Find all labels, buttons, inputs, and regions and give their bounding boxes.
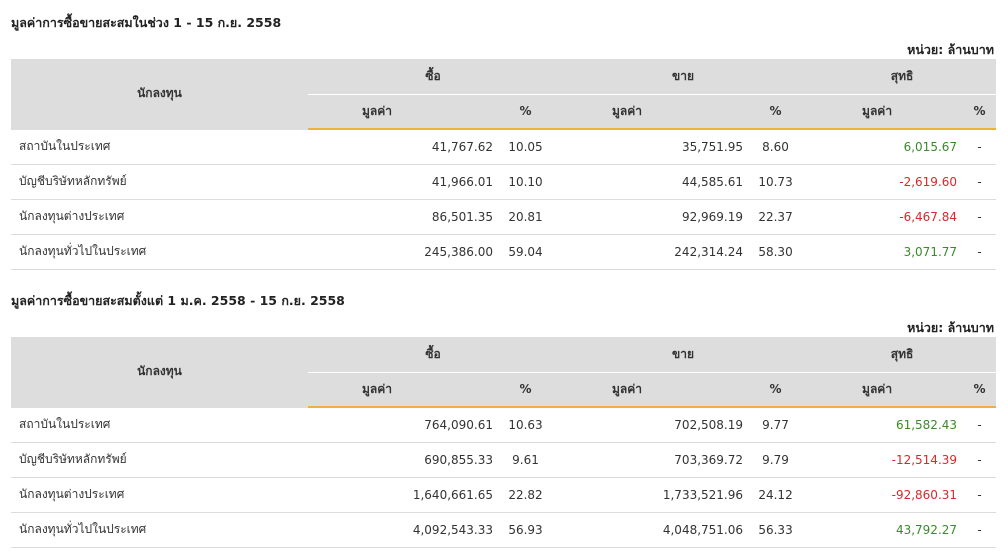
section-title: มูลค่าการซื้อขายสะสมตั้งแต่ 1 ม.ค. 2558 … [11, 293, 345, 308]
buy-header: ซื้อ [308, 59, 559, 95]
sell-percent: 22.37 [743, 199, 809, 235]
net-percent: - [963, 164, 997, 200]
sell-value: 35,751.95 [558, 129, 744, 165]
buy-value: 690,855.33 [308, 442, 493, 478]
net-percent: - [963, 512, 997, 548]
sell-value: 242,314.24 [558, 234, 744, 270]
buy-value: 245,386.00 [308, 234, 493, 270]
unit-label: หน่วย: ล้านบาท [907, 320, 994, 335]
buy-value: 86,501.35 [308, 199, 493, 235]
table-row: นักลงทุนทั่วไปในประเทศ 245,386.00 59.04 … [11, 234, 997, 270]
net-percent-header: % [963, 372, 997, 408]
sell-percent: 58.30 [743, 234, 809, 270]
sell-percent: 8.60 [743, 129, 809, 165]
buy-header: ซื้อ [308, 337, 559, 373]
sell-percent: 9.79 [743, 442, 809, 478]
net-value: 43,792.27 [808, 512, 964, 548]
net-value: 6,015.67 [808, 129, 964, 165]
net-header: สุทธิ [808, 59, 997, 95]
buy-value: 1,640,661.65 [308, 477, 493, 513]
table-row: นักลงทุนทั่วไปในประเทศ 4,092,543.33 56.9… [11, 512, 997, 548]
sell-value: 44,585.61 [558, 164, 744, 200]
buy-percent: 9.61 [493, 442, 559, 478]
sell-percent: 10.73 [743, 164, 809, 200]
net-value-header: มูลค่า [808, 372, 964, 408]
buy-value-header: มูลค่า [308, 372, 493, 408]
buy-percent-header: % [493, 94, 559, 130]
sell-percent: 9.77 [743, 407, 809, 443]
unit-label: หน่วย: ล้านบาท [907, 42, 994, 57]
buy-percent: 10.10 [493, 164, 559, 200]
net-percent: - [963, 199, 997, 235]
sell-value: 703,369.72 [558, 442, 744, 478]
sell-percent-header: % [743, 94, 809, 130]
investor-name: นักลงทุนทั่วไปในประเทศ [11, 234, 308, 270]
table-row: นักลงทุนต่างประเทศ 1,640,661.65 22.82 1,… [11, 477, 997, 513]
net-value: 61,582.43 [808, 407, 964, 443]
net-value: -2,619.60 [808, 164, 964, 200]
buy-value: 4,092,543.33 [308, 512, 493, 548]
sell-percent: 24.12 [743, 477, 809, 513]
net-value: -92,860.31 [808, 477, 964, 513]
table-row: บัญชีบริษัทหลักทรัพย์ 690,855.33 9.61 70… [11, 442, 997, 478]
net-header: สุทธิ [808, 337, 997, 373]
net-percent-header: % [963, 94, 997, 130]
sell-value-header: มูลค่า [558, 94, 744, 130]
investor-header: นักลงทุน [11, 337, 308, 408]
investor-name: สถาบันในประเทศ [11, 407, 308, 443]
buy-percent: 20.81 [493, 199, 559, 235]
net-percent: - [963, 442, 997, 478]
buy-value: 41,966.01 [308, 164, 493, 200]
table-row: บัญชีบริษัทหลักทรัพย์ 41,966.01 10.10 44… [11, 164, 997, 200]
investor-name: นักลงทุนต่างประเทศ [11, 199, 308, 235]
net-percent: - [963, 234, 997, 270]
investor-name: บัญชีบริษัทหลักทรัพย์ [11, 164, 308, 200]
sell-value: 702,508.19 [558, 407, 744, 443]
table-row: นักลงทุนต่างประเทศ 86,501.35 20.81 92,96… [11, 199, 997, 235]
buy-percent: 10.05 [493, 129, 559, 165]
buy-percent-header: % [493, 372, 559, 408]
net-percent: - [963, 129, 997, 165]
net-value: -12,514.39 [808, 442, 964, 478]
buy-percent: 56.93 [493, 512, 559, 548]
investor-name: นักลงทุนต่างประเทศ [11, 477, 308, 513]
net-value-header: มูลค่า [808, 94, 964, 130]
trading-table: นักลงทุน ซื้อ ขาย สุทธิ มูลค่า % มูลค่า … [11, 337, 997, 548]
investor-name: สถาบันในประเทศ [11, 129, 308, 165]
sell-percent-header: % [743, 372, 809, 408]
buy-percent: 59.04 [493, 234, 559, 270]
buy-percent: 10.63 [493, 407, 559, 443]
sell-value-header: มูลค่า [558, 372, 744, 408]
table-row: สถาบันในประเทศ 41,767.62 10.05 35,751.95… [11, 129, 997, 165]
sell-percent: 56.33 [743, 512, 809, 548]
sell-value: 4,048,751.06 [558, 512, 744, 548]
net-value: -6,467.84 [808, 199, 964, 235]
sell-header: ขาย [558, 337, 809, 373]
buy-value: 41,767.62 [308, 129, 493, 165]
investor-header: นักลงทุน [11, 59, 308, 130]
buy-value-header: มูลค่า [308, 94, 493, 130]
section-title: มูลค่าการซื้อขายสะสมในช่วง 1 - 15 ก.ย. 2… [11, 15, 282, 30]
buy-value: 764,090.61 [308, 407, 493, 443]
trading-table: นักลงทุน ซื้อ ขาย สุทธิ มูลค่า % มูลค่า … [11, 59, 997, 270]
net-percent: - [963, 407, 997, 443]
sell-value: 1,733,521.96 [558, 477, 744, 513]
investor-name: บัญชีบริษัทหลักทรัพย์ [11, 442, 308, 478]
sell-value: 92,969.19 [558, 199, 744, 235]
net-value: 3,071.77 [808, 234, 964, 270]
sell-header: ขาย [558, 59, 809, 95]
buy-percent: 22.82 [493, 477, 559, 513]
investor-name: นักลงทุนทั่วไปในประเทศ [11, 512, 308, 548]
net-percent: - [963, 477, 997, 513]
table-row: สถาบันในประเทศ 764,090.61 10.63 702,508.… [11, 407, 997, 443]
